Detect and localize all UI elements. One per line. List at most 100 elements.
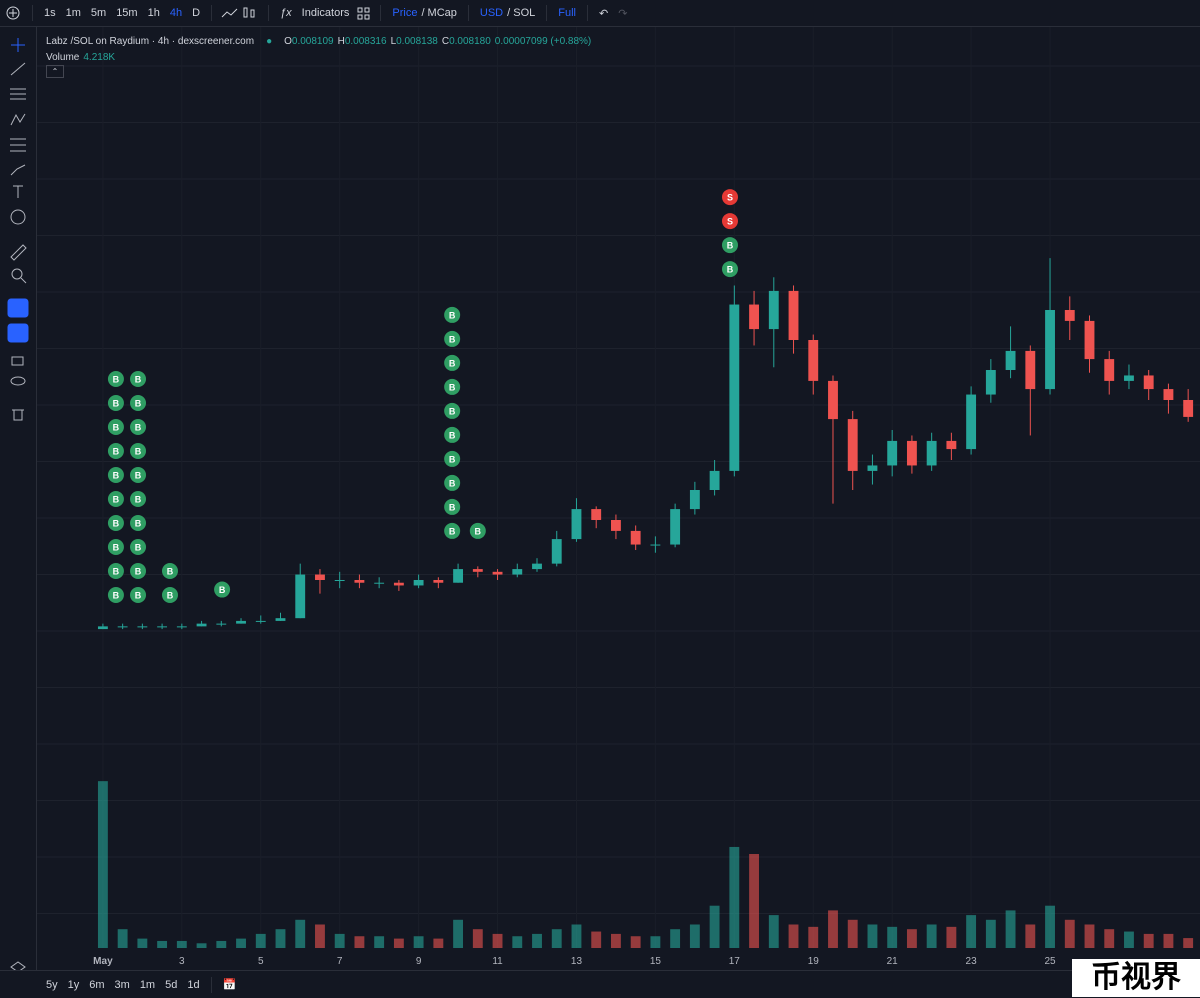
add-icon[interactable] — [0, 0, 26, 26]
volume-bar — [275, 929, 286, 948]
mcap-button[interactable]: / MCap — [421, 7, 457, 19]
volume-bar — [295, 919, 306, 948]
ohlc-value: 0.008316 — [344, 35, 387, 47]
volume-bar — [729, 846, 740, 948]
trade-marker — [444, 330, 461, 347]
candle-body — [413, 580, 424, 586]
trade-marker-label: B — [449, 454, 456, 464]
trade-marker-label: S — [727, 193, 733, 203]
trade-marker-label: B — [135, 399, 142, 409]
trade-marker — [130, 539, 147, 555]
candle-body — [453, 569, 464, 583]
trade-marker-label: B — [113, 447, 120, 457]
volume-bar — [354, 936, 365, 948]
trade-marker-label: B — [449, 478, 456, 488]
sol-button[interactable]: / SOL — [507, 7, 536, 19]
trade-marker — [107, 443, 124, 459]
candle-body — [176, 626, 187, 628]
x-tick-label: 25 — [1044, 956, 1056, 967]
indicators-button[interactable]: Indicators — [301, 7, 350, 19]
interval-button[interactable]: 1m — [65, 7, 81, 19]
candle-body — [354, 580, 365, 583]
volume-bar — [867, 924, 878, 948]
collapse-button[interactable]: ⌃ — [46, 65, 64, 78]
candle-body — [1005, 350, 1016, 370]
range-button[interactable]: 3m — [114, 978, 130, 991]
candle-body — [808, 340, 819, 381]
ohlc-key: O — [284, 35, 292, 47]
ohlc-key: L — [390, 35, 397, 47]
interval-button[interactable]: 15m — [116, 7, 138, 19]
ohlc-item: C0.008180 — [442, 36, 491, 47]
legend-change: 0.00007099 (+0.88%) — [494, 35, 592, 47]
range-button[interactable]: 1d — [187, 978, 200, 991]
x-tick-label: 11 — [492, 956, 503, 967]
range-button[interactable]: 1m — [139, 978, 156, 991]
full-button[interactable]: Full — [558, 7, 576, 19]
trade-marker — [107, 515, 124, 531]
x-tick-label: 5 — [258, 956, 264, 967]
price-button[interactable]: Price — [392, 7, 418, 19]
fx-icon[interactable]: ƒx — [280, 7, 292, 19]
volume-bar — [887, 926, 898, 948]
interval-button[interactable]: 1s — [44, 7, 56, 19]
range-button[interactable]: 5d — [165, 978, 178, 991]
trade-marker — [721, 189, 738, 206]
chart-style-icons[interactable] — [218, 0, 262, 26]
trade-marker — [130, 515, 147, 531]
interval-button[interactable]: 4h — [169, 7, 183, 19]
range-button[interactable]: 5y — [46, 978, 58, 991]
volume-bar — [117, 929, 128, 948]
trade-marker — [130, 395, 147, 411]
trade-marker — [444, 402, 461, 419]
candle-body — [611, 520, 621, 531]
undo-button[interactable]: ↶ — [599, 7, 609, 20]
calendar-button[interactable]: 📅 — [222, 979, 237, 991]
candle-body — [867, 465, 878, 471]
redo-button[interactable]: ↷ — [618, 7, 628, 20]
usd-button[interactable]: USD — [479, 7, 504, 19]
volume-bar — [1045, 905, 1055, 948]
volume-bar — [216, 940, 227, 948]
range-button[interactable]: 6m — [89, 978, 105, 991]
trade-marker — [444, 498, 461, 515]
volume-bar — [551, 929, 562, 948]
interval-button[interactable]: D — [192, 7, 201, 19]
candle-body — [906, 440, 917, 466]
separator — [587, 5, 588, 21]
layout-icon[interactable] — [354, 0, 374, 26]
candle-body — [1143, 375, 1154, 390]
trade-marker-label: B — [135, 543, 142, 553]
trade-marker-label: B — [475, 526, 482, 536]
volume-bar — [1025, 924, 1036, 948]
trade-marker-label: B — [113, 567, 120, 577]
trade-marker-label: B — [449, 430, 456, 440]
trade-marker-label: B — [449, 502, 456, 512]
candle-body — [768, 290, 779, 330]
volume-bar — [985, 919, 996, 948]
candle-body — [630, 530, 641, 545]
trade-marker — [469, 522, 486, 539]
watermark: 币视界 — [1072, 959, 1200, 997]
ohlc-item: H0.008316 — [338, 36, 387, 47]
trade-marker — [444, 354, 461, 371]
volume-bar — [1084, 924, 1095, 948]
trade-marker — [107, 467, 124, 483]
volume-bar — [709, 905, 720, 948]
bottom-toolbar: 5y 1y 6m 3m 1m 5d 1d 📅 — [0, 970, 1200, 998]
volume-bar — [571, 924, 582, 948]
candle-body — [275, 618, 286, 621]
tool-icons[interactable] — [0, 27, 36, 973]
interval-button[interactable]: 1h — [147, 7, 160, 19]
candle-body — [571, 509, 582, 540]
trade-marker-label: B — [449, 526, 456, 536]
candle-body — [433, 580, 444, 583]
interval-button[interactable]: 5m — [90, 7, 107, 19]
candle-body — [709, 470, 720, 490]
trade-marker — [130, 371, 147, 387]
candle-body — [729, 304, 740, 471]
candle-body — [393, 582, 404, 586]
volume-bar — [946, 926, 957, 948]
range-button[interactable]: 1y — [67, 978, 80, 991]
